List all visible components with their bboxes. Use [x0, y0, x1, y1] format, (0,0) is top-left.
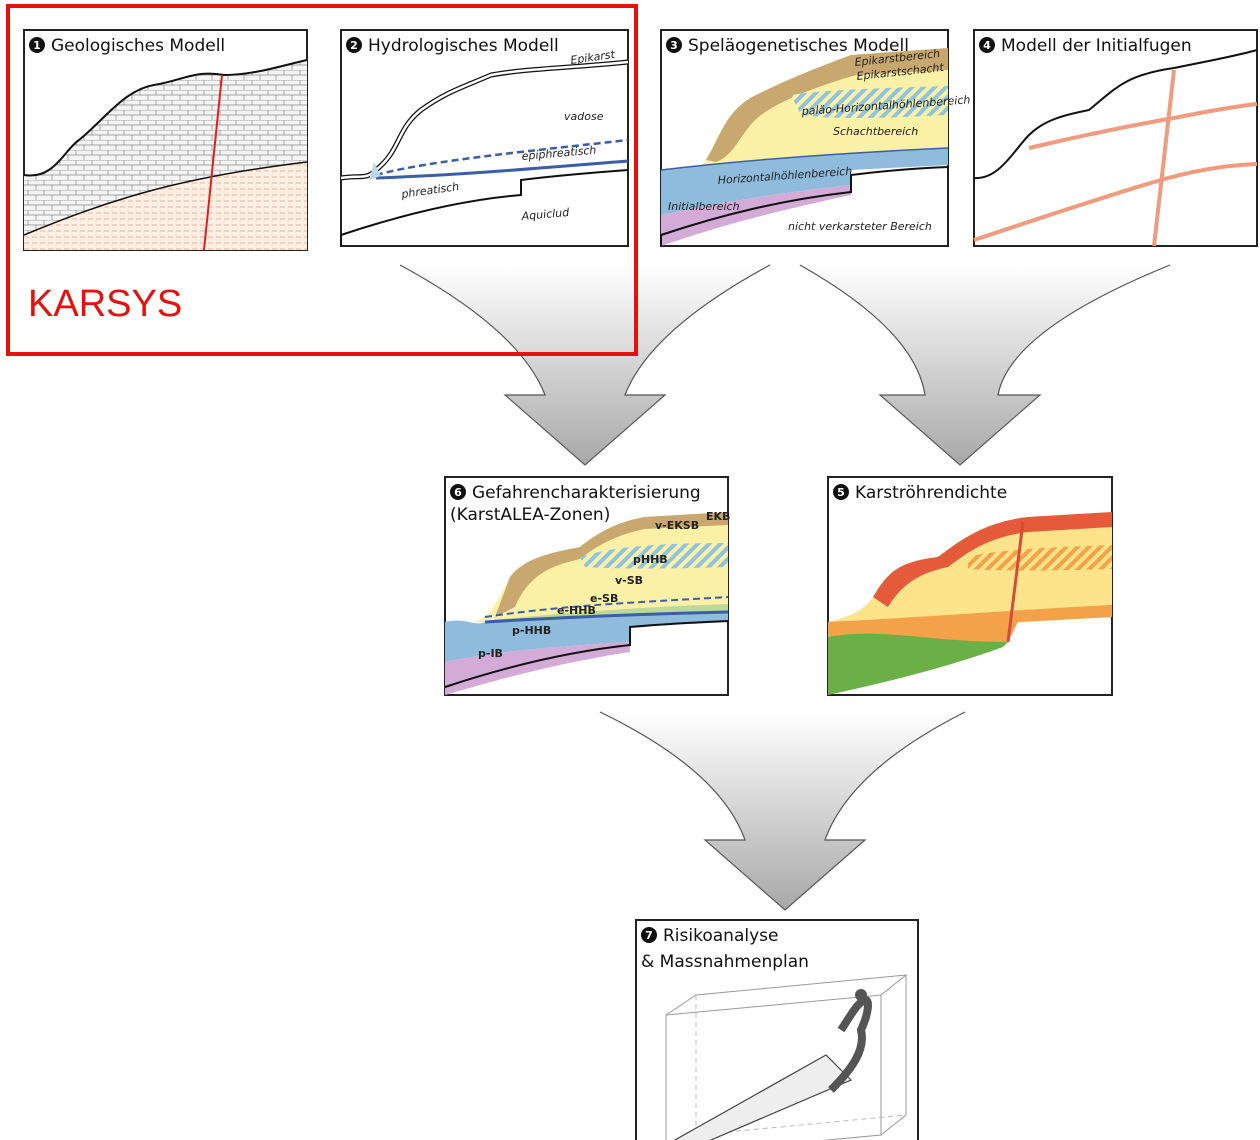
- panel-number: 5: [837, 486, 845, 499]
- diagram: 1 Geologisches Modell 2 Hydrologisches M…: [0, 0, 1260, 1140]
- zone-label: v-EKSB: [655, 519, 699, 532]
- zone-label: nicht verkarsteter Bereich: [788, 220, 932, 233]
- panel-title: Gefahrencharakterisierung: [472, 483, 701, 503]
- panel: 4 Modell der Initialfugen: [974, 30, 1257, 246]
- arrow: [800, 265, 1170, 465]
- zone-label: p-IB: [478, 647, 503, 660]
- panel-title: Geologisches Modell: [51, 36, 225, 56]
- panel: 6 Gefahrencharakterisierung (KarstALEA-Z…: [445, 477, 728, 695]
- panel-title: Risikoanalyse: [663, 926, 778, 946]
- zone-label: Initialbereich: [668, 200, 740, 213]
- panel-title: Modell der Initialfugen: [1001, 36, 1192, 56]
- zone-label: vadose: [564, 110, 604, 123]
- panel: 7 Risikoanalyse & Massnahmenplan: [636, 920, 918, 1140]
- panel-number: 2: [350, 39, 358, 52]
- zone-label: pHHB: [633, 553, 668, 566]
- arrow: [400, 265, 770, 465]
- panel-number: 7: [645, 929, 653, 942]
- zone-label: p-HHB: [512, 624, 551, 637]
- arrow: [600, 712, 965, 910]
- panel: 5 Karströhrendichte: [828, 477, 1112, 695]
- panel-title: Hydrologisches Modell: [368, 36, 559, 56]
- panel-subtitle: & Massnahmenplan: [641, 952, 809, 972]
- panel-number: 3: [670, 39, 678, 52]
- panel-number: 1: [33, 39, 41, 52]
- zone-label: Schachtbereich: [833, 125, 918, 138]
- panel-subtitle: (KarstALEA-Zonen): [450, 505, 610, 525]
- zone-label: v-SB: [615, 574, 643, 587]
- panel-title: Karströhrendichte: [855, 483, 1007, 503]
- zone-label: EKB: [706, 510, 730, 523]
- panel-number: 6: [454, 486, 462, 499]
- zone-label: e-HHB: [557, 604, 596, 617]
- panel: 1 Geologisches Modell: [24, 30, 307, 250]
- karsys-label: KARSYS: [28, 283, 182, 325]
- panel-number: 4: [983, 39, 991, 52]
